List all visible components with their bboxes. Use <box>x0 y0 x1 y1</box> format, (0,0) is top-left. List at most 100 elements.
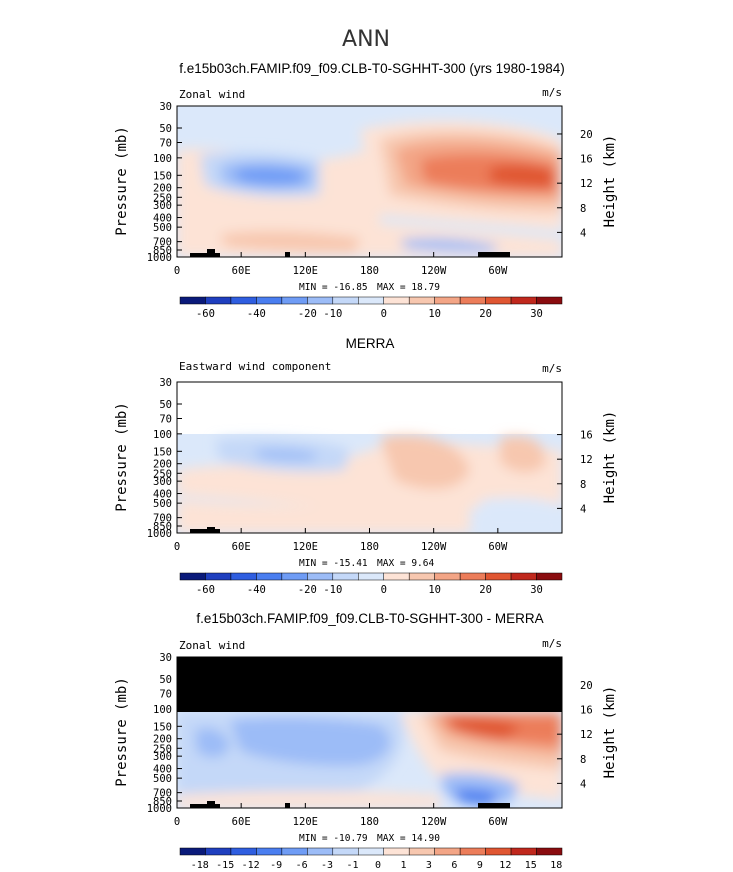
height-tick-label: 12 <box>580 178 593 190</box>
x-tick-label: 60W <box>488 816 508 828</box>
height-tick-label: 12 <box>580 729 593 741</box>
colorbar-tick-label: -18 <box>191 860 209 871</box>
pressure-tick-label: 50 <box>159 674 172 686</box>
colorbar-swatch <box>459 296 486 305</box>
colorbar-swatch <box>510 296 537 305</box>
colorbar-tick-label: 20 <box>479 308 492 320</box>
panel-3-right-label: m/s <box>542 637 562 650</box>
panel-2-y2label: Height (km) <box>602 411 618 504</box>
colorbar-swatch <box>358 296 384 305</box>
colorbar-swatch <box>179 296 206 305</box>
panel-1-x-ticks: 0 60E 120E 180 120W 60W <box>174 252 508 277</box>
colorbar-tick-label: -60 <box>196 584 215 596</box>
topography-land <box>190 249 510 257</box>
panel-3-contour-field <box>177 657 562 808</box>
colorbar-tick-label: 3 <box>426 860 432 871</box>
colorbar-swatch <box>510 847 537 856</box>
pressure-tick-label: 30 <box>159 101 172 113</box>
colorbar-tick-label: -10 <box>323 584 342 596</box>
colorbar-swatch <box>205 572 232 581</box>
colorbar-swatch <box>230 296 257 305</box>
colorbar-swatch <box>332 847 359 856</box>
colorbar-tick-label: -9 <box>270 860 282 871</box>
panel-2-max-label: MAX = 9.64 <box>377 558 434 569</box>
panel-3: f.e15b03ch.FAMIP.f09_f09.CLB-T0-SGHHT-30… <box>114 611 618 871</box>
colorbar-tick-label: 0 <box>375 860 381 871</box>
pressure-tick-label: 850 <box>153 245 172 257</box>
panel-1-max-label: MAX = 18.79 <box>377 282 440 293</box>
pressure-tick-label: 250 <box>153 743 172 755</box>
x-tick-label: 60W <box>488 541 508 553</box>
pressure-tick-label: 50 <box>159 399 172 411</box>
x-tick-label: 0 <box>174 541 180 553</box>
colorbar-tick-label: 6 <box>451 860 457 871</box>
colorbar-swatch <box>307 296 334 305</box>
topography-land <box>190 527 220 533</box>
colorbar-tick-label: 10 <box>428 584 441 596</box>
colorbar-tick-label: -1 <box>347 860 359 871</box>
colorbar-swatch <box>536 847 563 856</box>
height-tick-label: 16 <box>580 154 593 166</box>
colorbar-swatch <box>536 296 563 305</box>
panel-3-title: f.e15b03ch.FAMIP.f09_f09.CLB-T0-SGHHT-30… <box>196 611 543 626</box>
panel-2-colorbar: -60 -40 -20 -10 0 10 20 30 <box>179 572 563 596</box>
colorbar-swatch <box>332 572 359 581</box>
pressure-tick-label: 1000 <box>147 252 172 264</box>
pressure-tick-label: 150 <box>153 721 172 733</box>
x-tick-label: 120E <box>293 541 318 553</box>
panel-3-ylabel: Pressure (mb) <box>114 677 130 787</box>
colorbar-swatch <box>205 296 232 305</box>
colorbar-swatch <box>281 847 308 856</box>
colorbar-swatch <box>230 847 257 856</box>
colorbar-swatch <box>179 847 206 856</box>
panel-3-y2label: Height (km) <box>602 686 618 779</box>
pressure-tick-label: 700 <box>153 513 172 525</box>
colorbar-swatch <box>205 847 232 856</box>
colorbar-swatch <box>459 572 486 581</box>
pressure-tick-label: 850 <box>153 521 172 533</box>
panel-3-height-ticks: 20 16 12 8 4 <box>557 680 593 790</box>
colorbar-tick-label: 20 <box>479 584 492 596</box>
x-tick-label: 60E <box>232 541 251 553</box>
colorbar-swatch <box>256 296 283 305</box>
x-tick-label: 180 <box>360 541 379 553</box>
panel-1-min-label: MIN = -16.85 <box>299 282 368 293</box>
x-tick-label: 120E <box>293 816 318 828</box>
pressure-tick-label: 250 <box>153 468 172 480</box>
colorbar-swatch <box>383 296 410 305</box>
pressure-tick-label: 70 <box>159 137 172 149</box>
height-tick-label: 16 <box>580 705 593 717</box>
pressure-tick-label: 200 <box>153 734 172 746</box>
panel-1-title: f.e15b03ch.FAMIP.f09_f09.CLB-T0-SGHHT-30… <box>179 61 564 76</box>
pressure-tick-label: 400 <box>153 213 172 225</box>
colorbar-swatch <box>510 572 537 581</box>
colorbar-swatch <box>332 296 359 305</box>
height-tick-label: 8 <box>580 754 586 766</box>
colorbar-tick-label: 1 <box>400 860 406 871</box>
colorbar-swatch <box>434 296 461 305</box>
panel-1-right-label: m/s <box>542 86 562 99</box>
pressure-tick-label: 500 <box>153 498 172 510</box>
colorbar-swatch <box>256 847 283 856</box>
colorbar-swatch <box>536 572 563 581</box>
colorbar-swatch <box>383 572 410 581</box>
colorbar-tick-label: 10 <box>428 308 441 320</box>
panel-3-colorbar: -18 -15 -12 -9 -6 -3 -1 0 1 3 6 9 12 15 18 <box>179 847 563 871</box>
colorbar-tick-label: 9 <box>477 860 483 871</box>
colorbar-swatch <box>434 572 461 581</box>
height-tick-label: 12 <box>580 454 593 466</box>
height-tick-label: 20 <box>580 129 593 141</box>
pressure-tick-label: 300 <box>153 476 172 488</box>
x-tick-label: 120E <box>293 265 318 277</box>
colorbar-tick-label: -20 <box>298 584 317 596</box>
colorbar-swatch <box>256 572 283 581</box>
panel-1-colorbar: -60 -40 -20 -10 0 10 20 30 <box>179 296 563 320</box>
pressure-tick-label: 500 <box>153 773 172 785</box>
colorbar-swatch <box>459 847 486 856</box>
colorbar-tick-label: 30 <box>530 584 543 596</box>
panel-2-contour-field <box>177 382 562 533</box>
x-tick-label: 120W <box>421 265 447 277</box>
colorbar-swatch <box>358 847 384 856</box>
pressure-tick-label: 300 <box>153 200 172 212</box>
height-tick-label: 8 <box>580 203 586 215</box>
